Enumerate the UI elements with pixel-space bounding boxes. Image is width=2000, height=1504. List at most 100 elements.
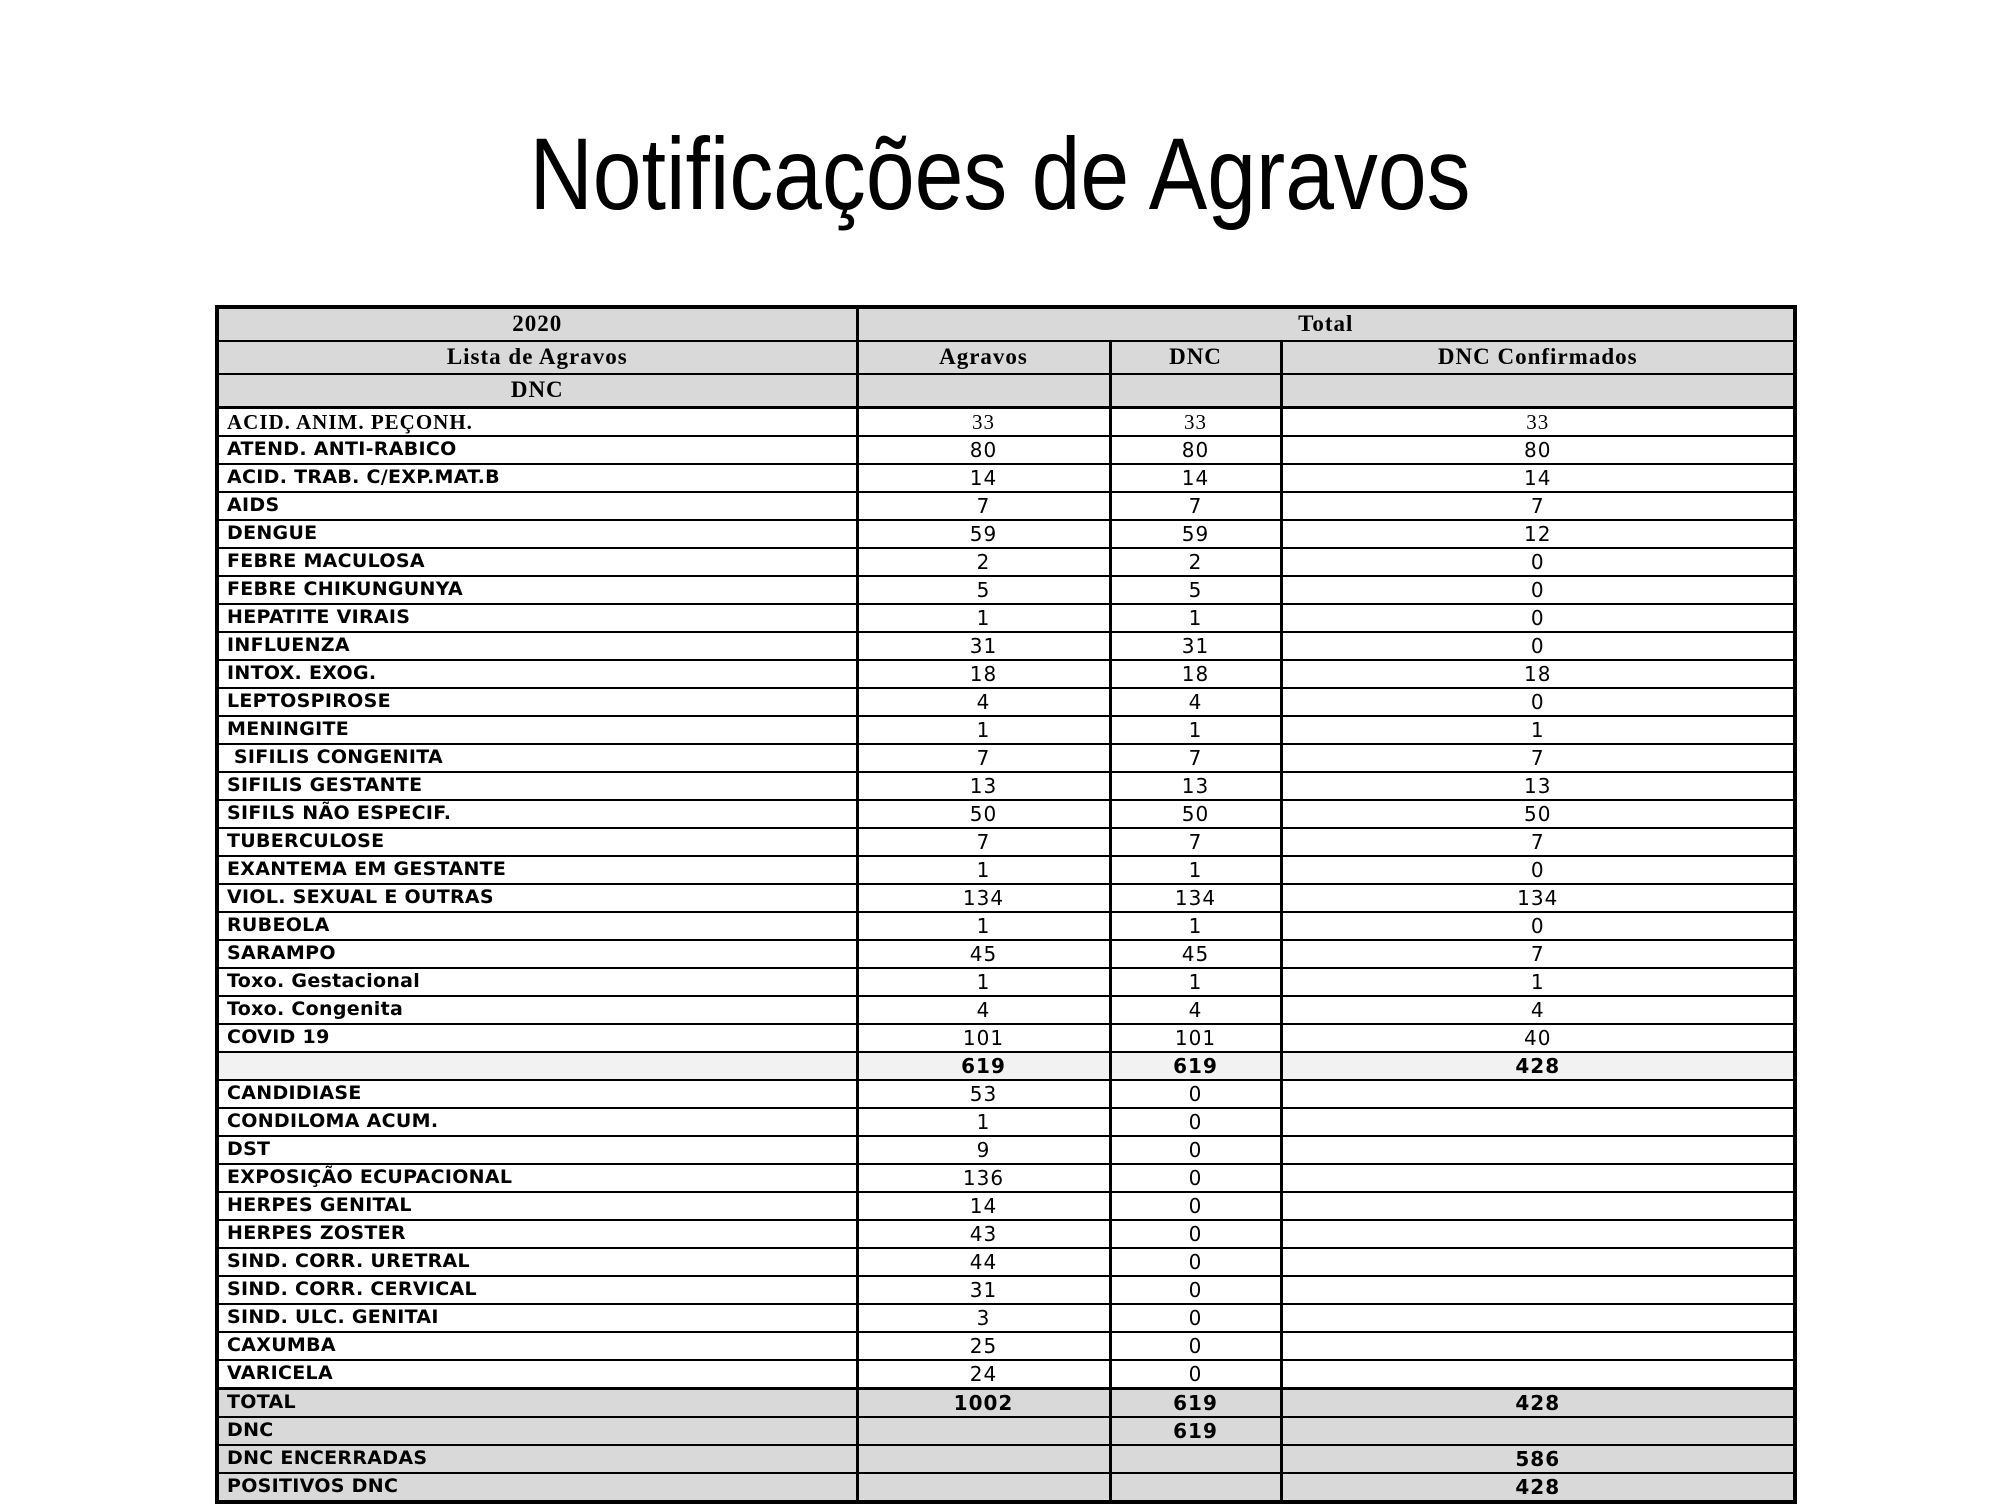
agravos-value-cell: 80 (855, 435, 1111, 465)
agravo-label-cell: INTOX. EXOG. (216, 659, 858, 689)
dnc-confirmados-value-cell (1279, 1107, 1796, 1137)
empty-header-cell (855, 373, 1111, 409)
dnc-value-cell: 59 (1108, 519, 1282, 549)
agravos-value-cell: 7 (855, 827, 1111, 857)
dnc-value-cell (1108, 1444, 1282, 1474)
table-row: VARICELA 24 0 (216, 1359, 1796, 1390)
agravo-label-cell (216, 1051, 858, 1081)
agravos-table-container: 2020 Total Lista de Agravos Agravos DNC … (215, 305, 1797, 1504)
dnc-confirmados-value-cell: 18 (1279, 659, 1796, 689)
agravos-value-cell: 3 (855, 1303, 1111, 1333)
dnc-value-cell: 0 (1108, 1219, 1282, 1249)
dnc-value-cell: 619 (1108, 1051, 1282, 1081)
dnc-confirmados-value-cell (1279, 1163, 1796, 1193)
dnc-value-cell: 134 (1108, 883, 1282, 913)
total-header-cell: Total (855, 306, 1796, 342)
dnc-confirmados-value-cell (1279, 1359, 1796, 1390)
dnc-value-cell: 13 (1108, 771, 1282, 801)
agravos-value-cell: 619 (855, 1051, 1111, 1081)
dnc-value-cell: 80 (1108, 435, 1282, 465)
agravo-label-cell: TUBERCULOSE (216, 827, 858, 857)
agravos-value-cell: 14 (855, 1191, 1111, 1221)
table-row: CAXUMBA 25 0 (216, 1331, 1796, 1361)
year-header-cell: 2020 (216, 306, 858, 342)
table-row: SIND. CORR. URETRAL 44 0 (216, 1247, 1796, 1277)
agravos-value-cell: 43 (855, 1219, 1111, 1249)
table-row: CONDILOMA ACUM. 1 0 (216, 1107, 1796, 1137)
dnc-value-cell: 619 (1108, 1387, 1282, 1418)
table-row: HEPATITE VIRAIS 1 1 0 (216, 603, 1796, 633)
dnc-value-cell: 0 (1108, 1275, 1282, 1305)
agravo-label-cell: Toxo. Congenita (216, 995, 858, 1025)
agravos-value-cell: 4 (855, 687, 1111, 717)
table-row: DST 9 0 (216, 1135, 1796, 1165)
table-row: RUBEOLA 1 1 0 (216, 911, 1796, 941)
agravo-label-cell: CAXUMBA (216, 1331, 858, 1361)
dnc-confirmados-value-cell: 33 (1279, 406, 1796, 437)
dnc-confirmados-value-cell: 1 (1279, 715, 1796, 745)
table-row: HERPES ZOSTER 43 0 (216, 1219, 1796, 1249)
agravo-label-cell: HERPES GENITAL (216, 1191, 858, 1221)
agravos-value-cell: 53 (855, 1079, 1111, 1109)
column-header-dnc-confirmados: DNC Confirmados (1279, 340, 1796, 375)
table-row: SIFILIS CONGENITA 7 7 7 (216, 743, 1796, 773)
agravo-label-cell: ATEND. ANTI-RABICO (216, 435, 858, 465)
table-row: INFLUENZA 31 31 0 (216, 631, 1796, 661)
dnc-value-cell: 7 (1108, 743, 1282, 773)
dnc-confirmados-value-cell (1279, 1303, 1796, 1333)
table-row: TUBERCULOSE 7 7 7 (216, 827, 1796, 857)
dnc-value-cell: 0 (1108, 1303, 1282, 1333)
dnc-confirmados-value-cell: 13 (1279, 771, 1796, 801)
dnc-confirmados-value-cell: 7 (1279, 743, 1796, 773)
agravo-label-cell: SIFILIS CONGENITA (216, 743, 858, 773)
dnc-confirmados-value-cell: 0 (1279, 547, 1796, 577)
agravos-value-cell: 1 (855, 715, 1111, 745)
agravo-label-cell: DENGUE (216, 519, 858, 549)
agravo-label-cell: INFLUENZA (216, 631, 858, 661)
agravos-value-cell: 1 (855, 855, 1111, 885)
table-row: Toxo. Gestacional 1 1 1 (216, 967, 1796, 997)
table-row: SARAMPO 45 45 7 (216, 939, 1796, 969)
dnc-value-cell: 0 (1108, 1079, 1282, 1109)
dnc-value-cell: 1 (1108, 855, 1282, 885)
column-header-lista-de-agravos: Lista de Agravos (216, 340, 858, 375)
dnc-value-cell: 33 (1108, 406, 1282, 437)
agravos-value-cell (855, 1444, 1111, 1474)
dnc-value-cell: 4 (1108, 687, 1282, 717)
agravo-label-cell: DNC ENCERRADAS (216, 1444, 858, 1474)
dnc-confirmados-value-cell: 428 (1279, 1051, 1796, 1081)
agravos-value-cell: 5 (855, 575, 1111, 605)
agravos-value-cell: 13 (855, 771, 1111, 801)
table-row: HERPES GENITAL 14 0 (216, 1191, 1796, 1221)
dnc-value-cell: 2 (1108, 547, 1282, 577)
agravo-label-cell: HEPATITE VIRAIS (216, 603, 858, 633)
dnc-confirmados-value-cell (1279, 1275, 1796, 1305)
dnc-value-cell: 1 (1108, 911, 1282, 941)
agravo-label-cell: ACID. ANIM. PEÇONH. (216, 406, 858, 437)
column-header-agravos: Agravos (855, 340, 1111, 375)
table-row: DENGUE 59 59 12 (216, 519, 1796, 549)
agravos-value-cell: 136 (855, 1163, 1111, 1193)
dnc-confirmados-value-cell: 586 (1279, 1444, 1796, 1474)
agravos-value-cell: 33 (855, 406, 1111, 437)
table-row: SIND. CORR. CERVICAL 31 0 (216, 1275, 1796, 1305)
dnc-value-cell: 0 (1108, 1163, 1282, 1193)
dnc-value-cell: 5 (1108, 575, 1282, 605)
table-header-row-top: 2020 Total (216, 306, 1796, 342)
dnc-confirmados-value-cell: 7 (1279, 491, 1796, 521)
dnc-confirmados-value-cell: 14 (1279, 463, 1796, 493)
table-row: ATEND. ANTI-RABICO 80 80 80 (216, 435, 1796, 465)
dnc-value-cell: 0 (1108, 1247, 1282, 1277)
empty-header-cell (1279, 373, 1796, 409)
table-row: FEBRE MACULOSA 2 2 0 (216, 547, 1796, 577)
table-row: VIOL. SEXUAL E OUTRAS 134 134 134 (216, 883, 1796, 913)
agravo-label-cell: LEPTOSPIROSE (216, 687, 858, 717)
table-row: SIFILS NÃO ESPECIF. 50 50 50 (216, 799, 1796, 829)
dnc-value-cell: 50 (1108, 799, 1282, 829)
page-title: Notificações de Agravos (529, 117, 1471, 232)
agravos-value-cell: 44 (855, 1247, 1111, 1277)
dnc-confirmados-value-cell (1279, 1079, 1796, 1109)
agravos-table: 2020 Total Lista de Agravos Agravos DNC … (215, 305, 1797, 1504)
dnc-value-cell: 7 (1108, 491, 1282, 521)
dnc-value-cell: 0 (1108, 1135, 1282, 1165)
